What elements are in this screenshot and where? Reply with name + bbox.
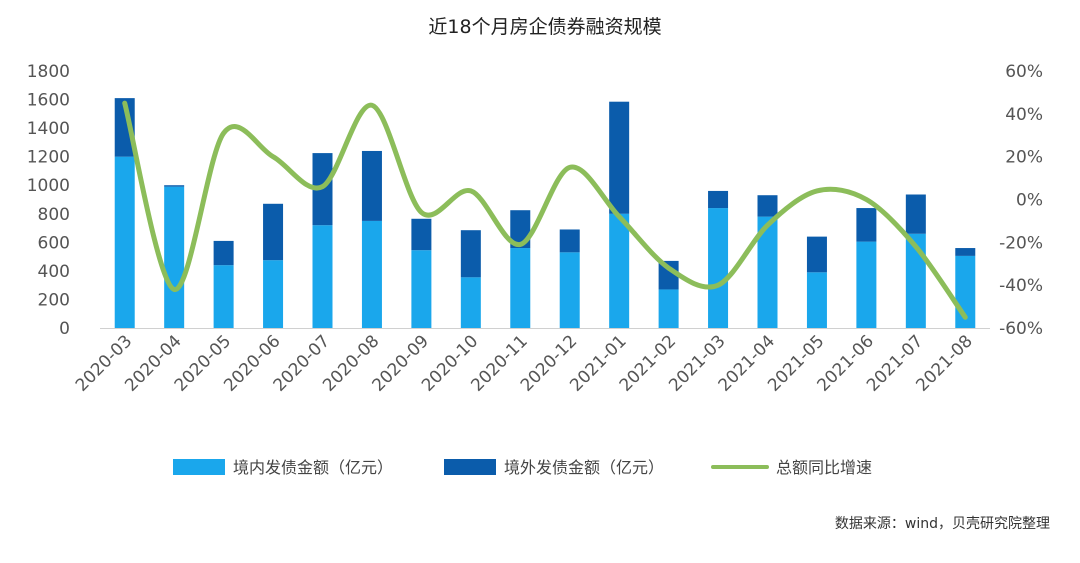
y-left-tick: 1000 [27, 176, 70, 196]
y-left-tick: 600 [38, 233, 70, 253]
bar-overseas-2020-05 [213, 240, 234, 266]
bar-domestic-2020-12 [559, 252, 580, 328]
y-right-tick: 20% [1005, 148, 1043, 168]
legend-swatch-0 [173, 459, 225, 475]
y-right-tick: -60% [999, 319, 1043, 339]
bar-domestic-2021-03 [708, 208, 729, 328]
bar-overseas-2020-06 [263, 203, 284, 261]
y-left-tick: 1200 [27, 148, 70, 168]
bar-domestic-2020-11 [510, 248, 531, 328]
bar-domestic-2020-08 [361, 220, 382, 328]
bar-overseas-2021-02 [658, 260, 679, 290]
bar-overseas-2021-03 [708, 190, 729, 209]
legend-label-0: 境内发债金额（亿元） [233, 458, 393, 477]
bar-layer [114, 98, 976, 328]
bar-domestic-2021-05 [806, 272, 827, 328]
bar-overseas-2020-09 [411, 218, 432, 251]
bar-domestic-2020-10 [460, 277, 481, 328]
bar-overseas-2021-07 [905, 194, 926, 234]
y-right-tick: 40% [1005, 105, 1043, 125]
legend-swatch-1 [444, 459, 496, 475]
y-right-tick: -20% [999, 233, 1043, 253]
y-left-tick: 0 [59, 319, 70, 339]
bar-overseas-2020-04 [164, 185, 185, 187]
bar-domestic-2020-04 [164, 186, 185, 328]
y-left-tick: 1400 [27, 119, 70, 139]
bar-overseas-2020-08 [361, 150, 382, 221]
y-left-tick: 400 [38, 262, 70, 282]
bar-overseas-2020-03 [114, 98, 135, 157]
legend-label-1: 境外发债金额（亿元） [504, 458, 664, 477]
y-left-tick: 800 [38, 205, 70, 225]
y-left-tick: 200 [38, 290, 70, 310]
bar-domestic-2021-06 [856, 241, 877, 328]
y-left-tick: 1800 [27, 62, 70, 82]
legend-label-2: 总额同比增速 [776, 458, 872, 477]
source-note: 数据来源：wind，贝壳研究院整理 [835, 515, 1050, 532]
bar-domestic-2020-09 [411, 250, 432, 328]
y-right-tick: 60% [1005, 62, 1043, 82]
bar-domestic-2021-07 [905, 233, 926, 328]
bar-domestic-2020-03 [114, 156, 135, 328]
y-right-tick: 0% [1016, 191, 1043, 211]
legend: 境内发债金额（亿元） 境外发债金额（亿元） 总额同比增速 [173, 458, 872, 477]
bar-domestic-2021-04 [757, 216, 778, 328]
bar-overseas-2021-08 [955, 248, 976, 256]
axis-layer: 0 200 400 600 800 1000 1200 1400 1600 1800 -60% -40… [27, 62, 1043, 339]
growth-rate-line [122, 100, 968, 320]
bar-domestic-2021-02 [658, 289, 679, 328]
x-axis-labels: 2020-032020-042020-052020-062020-072020-… [72, 331, 977, 395]
y-right-tick: -40% [999, 276, 1043, 296]
bar-domestic-2020-05 [213, 265, 234, 328]
y-left-tick: 1600 [27, 91, 70, 111]
bar-overseas-2020-10 [460, 230, 481, 278]
bar-overseas-2020-12 [559, 229, 580, 253]
bar-overseas-2021-05 [806, 236, 827, 273]
line-layer [122, 100, 968, 320]
bar-domestic-2020-07 [312, 225, 333, 328]
bar-overseas-2021-01 [609, 101, 630, 214]
chart-title: 近18个月房企债券融资规模 [428, 16, 661, 38]
bar-overseas-2021-04 [757, 195, 778, 217]
bar-overseas-2021-06 [856, 208, 877, 242]
bar-domestic-2020-06 [263, 260, 284, 328]
bar-domestic-2021-01 [609, 213, 630, 328]
